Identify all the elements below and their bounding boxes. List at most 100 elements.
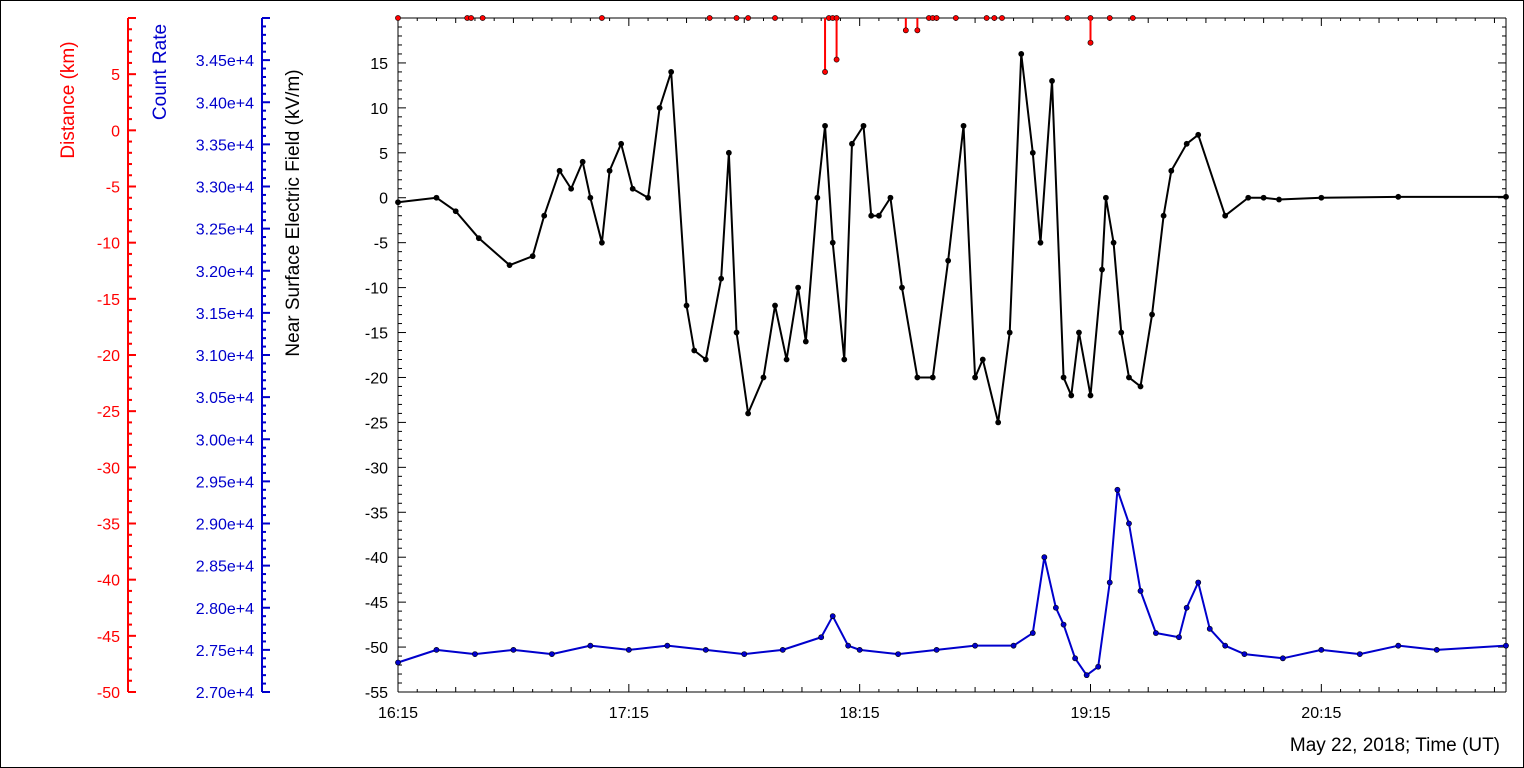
distance-tick-label: -10 xyxy=(97,236,120,253)
count-rate-tick-label: 3.05e+4 xyxy=(196,390,254,407)
data-point-count_rate xyxy=(779,646,786,653)
count-rate-tick-label: 3.10e+4 xyxy=(196,348,254,365)
efield-tick-label: -10 xyxy=(365,281,388,298)
data-point-efield xyxy=(733,329,740,336)
efield-tick-label: -25 xyxy=(365,415,388,432)
data-point-efield xyxy=(629,185,636,192)
data-point-efield xyxy=(914,374,921,381)
data-point-count_rate xyxy=(1356,651,1363,657)
data-point-efield xyxy=(887,194,894,201)
data-point-efield xyxy=(972,374,978,381)
data-point-efield xyxy=(1260,194,1267,201)
data-point-count_rate xyxy=(741,651,748,657)
data-point-distance xyxy=(952,15,959,21)
data-point-distance xyxy=(991,15,998,21)
distance-drop-point xyxy=(833,56,840,63)
distance-drop-point xyxy=(902,27,909,34)
efield-tick-label: -45 xyxy=(365,595,388,612)
data-point-count_rate xyxy=(972,642,978,649)
data-point-efield xyxy=(1503,193,1509,200)
data-point-efield xyxy=(760,374,767,381)
data-point-count_rate xyxy=(1183,604,1190,611)
data-point-count_rate xyxy=(1241,651,1248,657)
data-point-efield xyxy=(691,347,698,354)
data-point-efield xyxy=(1029,149,1036,156)
data-point-efield xyxy=(929,374,936,381)
data-point-efield xyxy=(475,235,482,242)
distance-drop-point xyxy=(1087,39,1094,46)
distance-tick-label: -25 xyxy=(97,404,120,421)
data-point-count_rate xyxy=(548,651,555,657)
x-axis-date-label: May 22, 2018; Time (UT) xyxy=(1290,735,1500,756)
data-point-efield xyxy=(579,158,586,165)
data-point-count_rate xyxy=(625,646,632,653)
data-point-efield xyxy=(433,194,440,201)
distance-drop-point xyxy=(822,69,828,75)
data-point-count_rate xyxy=(1153,630,1159,636)
data-point-count_rate xyxy=(1206,625,1213,632)
data-point-efield xyxy=(1276,196,1282,203)
data-point-count_rate xyxy=(933,646,940,653)
data-point-efield xyxy=(1318,194,1325,201)
data-point-efield xyxy=(783,356,790,363)
data-point-efield xyxy=(1087,392,1094,399)
data-point-count_rate xyxy=(895,651,902,657)
time-axis: 16:15 17:15 18:15 19:15 20:15 xyxy=(378,17,1506,722)
data-point-efield xyxy=(802,338,809,345)
data-point-count_rate xyxy=(829,613,836,620)
data-point-efield xyxy=(841,356,848,363)
data-point-count_rate xyxy=(1279,655,1286,662)
data-point-distance xyxy=(733,15,740,21)
count-rate-tick-label: 3.25e+4 xyxy=(196,222,254,239)
data-point-efield xyxy=(1395,193,1402,200)
data-point-count_rate xyxy=(433,646,440,653)
data-point-efield xyxy=(1168,167,1175,174)
count-rate-tick-label: 2.70e+4 xyxy=(196,685,254,702)
data-point-efield xyxy=(618,140,625,147)
data-point-distance xyxy=(599,15,605,21)
data-point-count_rate xyxy=(1041,554,1048,561)
distance-tick-label: -40 xyxy=(97,573,120,590)
count-rate-tick-label: 3.45e+4 xyxy=(196,53,254,70)
data-point-distance xyxy=(468,15,474,21)
count-rate-axis: 3.45e+4 3.40e+4 3.35e+4 3.30e+4 3.25e+4 3.20e… xyxy=(196,17,270,702)
efield-tick-label: -15 xyxy=(365,326,388,343)
distance-tick-label: 0 xyxy=(111,123,120,140)
data-point-efield xyxy=(979,356,986,363)
data-point-efield xyxy=(1076,329,1082,336)
data-point-efield xyxy=(829,239,836,246)
series-layer xyxy=(395,15,1509,679)
count-rate-tick-label: 3.20e+4 xyxy=(196,264,254,281)
data-point-count_rate xyxy=(1222,642,1229,649)
count-rate-tick-label: 3.00e+4 xyxy=(196,432,254,449)
data-point-efield xyxy=(1195,131,1202,138)
count-rate-tick-label: 3.15e+4 xyxy=(196,306,254,323)
data-point-count_rate xyxy=(664,642,671,649)
data-point-efield xyxy=(849,140,855,147)
data-point-efield xyxy=(1018,51,1025,57)
data-point-efield xyxy=(1049,78,1055,84)
distance-tick-label: -20 xyxy=(97,348,120,365)
data-point-efield xyxy=(745,410,751,417)
series-line-efield xyxy=(397,52,1506,424)
data-point-efield xyxy=(945,257,952,264)
distance-axis-title: Distance (km) xyxy=(58,41,79,158)
data-point-efield xyxy=(541,212,548,219)
data-point-distance xyxy=(1106,15,1113,21)
data-point-efield xyxy=(725,149,732,156)
distance-tick-label: -45 xyxy=(97,629,120,646)
data-point-efield xyxy=(1037,239,1044,246)
count-rate-tick-label: 2.90e+4 xyxy=(196,517,254,534)
count-rate-tick-label: 3.30e+4 xyxy=(196,180,254,197)
distance-tick-label: -15 xyxy=(97,292,120,309)
data-point-efield xyxy=(1118,329,1125,336)
data-point-count_rate xyxy=(1137,588,1144,594)
efield-tick-label: -50 xyxy=(365,640,388,657)
efield-tick-label: 15 xyxy=(370,56,388,73)
data-point-efield xyxy=(772,302,778,309)
data-point-efield xyxy=(1060,374,1067,381)
data-point-efield xyxy=(395,199,401,206)
efield-tick-label: -5 xyxy=(374,236,388,253)
data-point-distance xyxy=(983,15,990,21)
data-point-efield xyxy=(868,212,875,219)
